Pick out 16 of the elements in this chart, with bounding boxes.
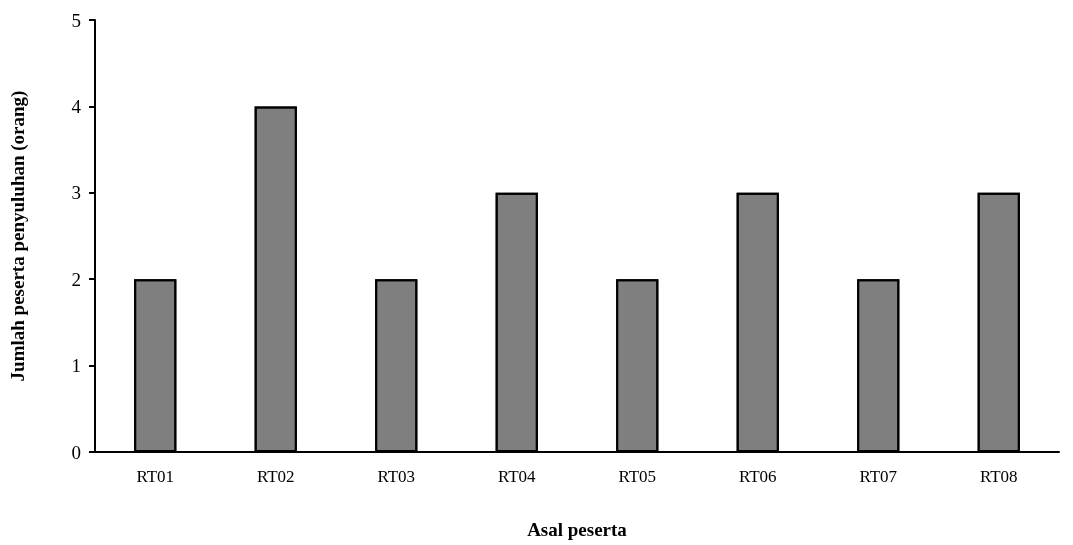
x-tick-label: RT07 — [859, 467, 898, 486]
y-tick-label: 0 — [71, 441, 81, 463]
x-tick-label: RT04 — [497, 467, 537, 486]
y-tick-label: 3 — [71, 182, 81, 204]
y-tick-label: 2 — [71, 268, 81, 290]
x-tick-label: RT03 — [377, 467, 416, 486]
x-tick-label: RT08 — [979, 467, 1018, 486]
y-axis-title: Jumlah peserta penyuluhan (orang) — [7, 90, 29, 382]
x-tick-label: RT05 — [618, 467, 657, 486]
y-tick-label: 4 — [71, 95, 82, 117]
y-tick-label: 5 — [71, 9, 81, 31]
x-tick-label: RT01 — [136, 467, 175, 486]
x-tick-label: RT02 — [256, 467, 295, 486]
y-tick-label: 1 — [71, 355, 81, 377]
x-axis-title: Asal peserta — [527, 519, 628, 540]
x-tick-label: RT06 — [738, 467, 777, 486]
